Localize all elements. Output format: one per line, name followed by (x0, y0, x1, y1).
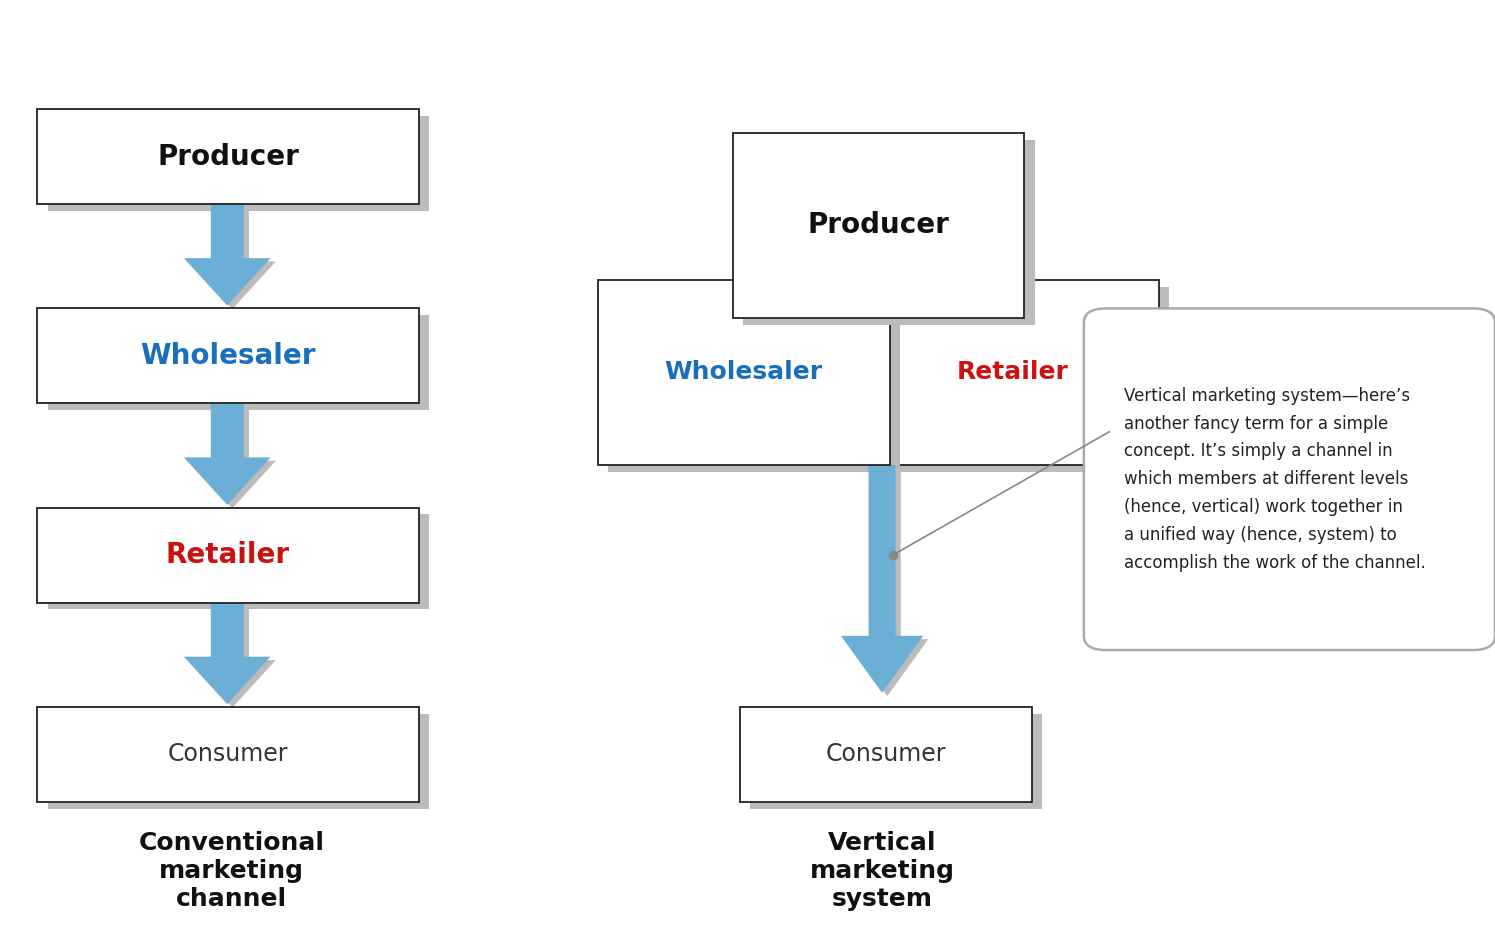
Polygon shape (846, 468, 928, 697)
FancyBboxPatch shape (750, 714, 1042, 809)
Text: Retailer: Retailer (957, 361, 1069, 384)
Text: Conventional
marketing
channel: Conventional marketing channel (139, 831, 324, 911)
Polygon shape (840, 465, 922, 693)
FancyBboxPatch shape (48, 714, 429, 809)
Polygon shape (188, 606, 275, 708)
Text: Retailer: Retailer (166, 541, 290, 569)
Text: Wholesaler: Wholesaler (665, 361, 822, 384)
Polygon shape (184, 204, 271, 306)
FancyBboxPatch shape (608, 287, 900, 472)
Text: Producer: Producer (157, 142, 299, 171)
FancyBboxPatch shape (743, 140, 1035, 325)
FancyBboxPatch shape (37, 508, 419, 603)
FancyBboxPatch shape (48, 514, 429, 609)
Polygon shape (188, 406, 275, 509)
FancyBboxPatch shape (740, 707, 1032, 802)
FancyBboxPatch shape (867, 280, 1159, 465)
FancyBboxPatch shape (598, 280, 890, 465)
FancyBboxPatch shape (37, 308, 419, 403)
Text: Vertical
marketing
system: Vertical marketing system (810, 831, 954, 911)
FancyBboxPatch shape (37, 109, 419, 204)
FancyBboxPatch shape (878, 287, 1169, 472)
FancyBboxPatch shape (37, 707, 419, 802)
FancyBboxPatch shape (48, 116, 429, 211)
Text: Consumer: Consumer (825, 742, 946, 767)
FancyBboxPatch shape (48, 315, 429, 410)
Polygon shape (188, 207, 275, 308)
Text: Vertical marketing system—here’s
another fancy term for a simple
concept. It’s s: Vertical marketing system—here’s another… (1124, 387, 1426, 571)
Text: Producer: Producer (807, 212, 949, 239)
FancyBboxPatch shape (733, 133, 1024, 318)
Polygon shape (184, 403, 271, 505)
Text: Consumer: Consumer (167, 742, 289, 767)
Polygon shape (184, 603, 271, 704)
FancyBboxPatch shape (1084, 308, 1495, 650)
Text: Wholesaler: Wholesaler (141, 342, 315, 370)
